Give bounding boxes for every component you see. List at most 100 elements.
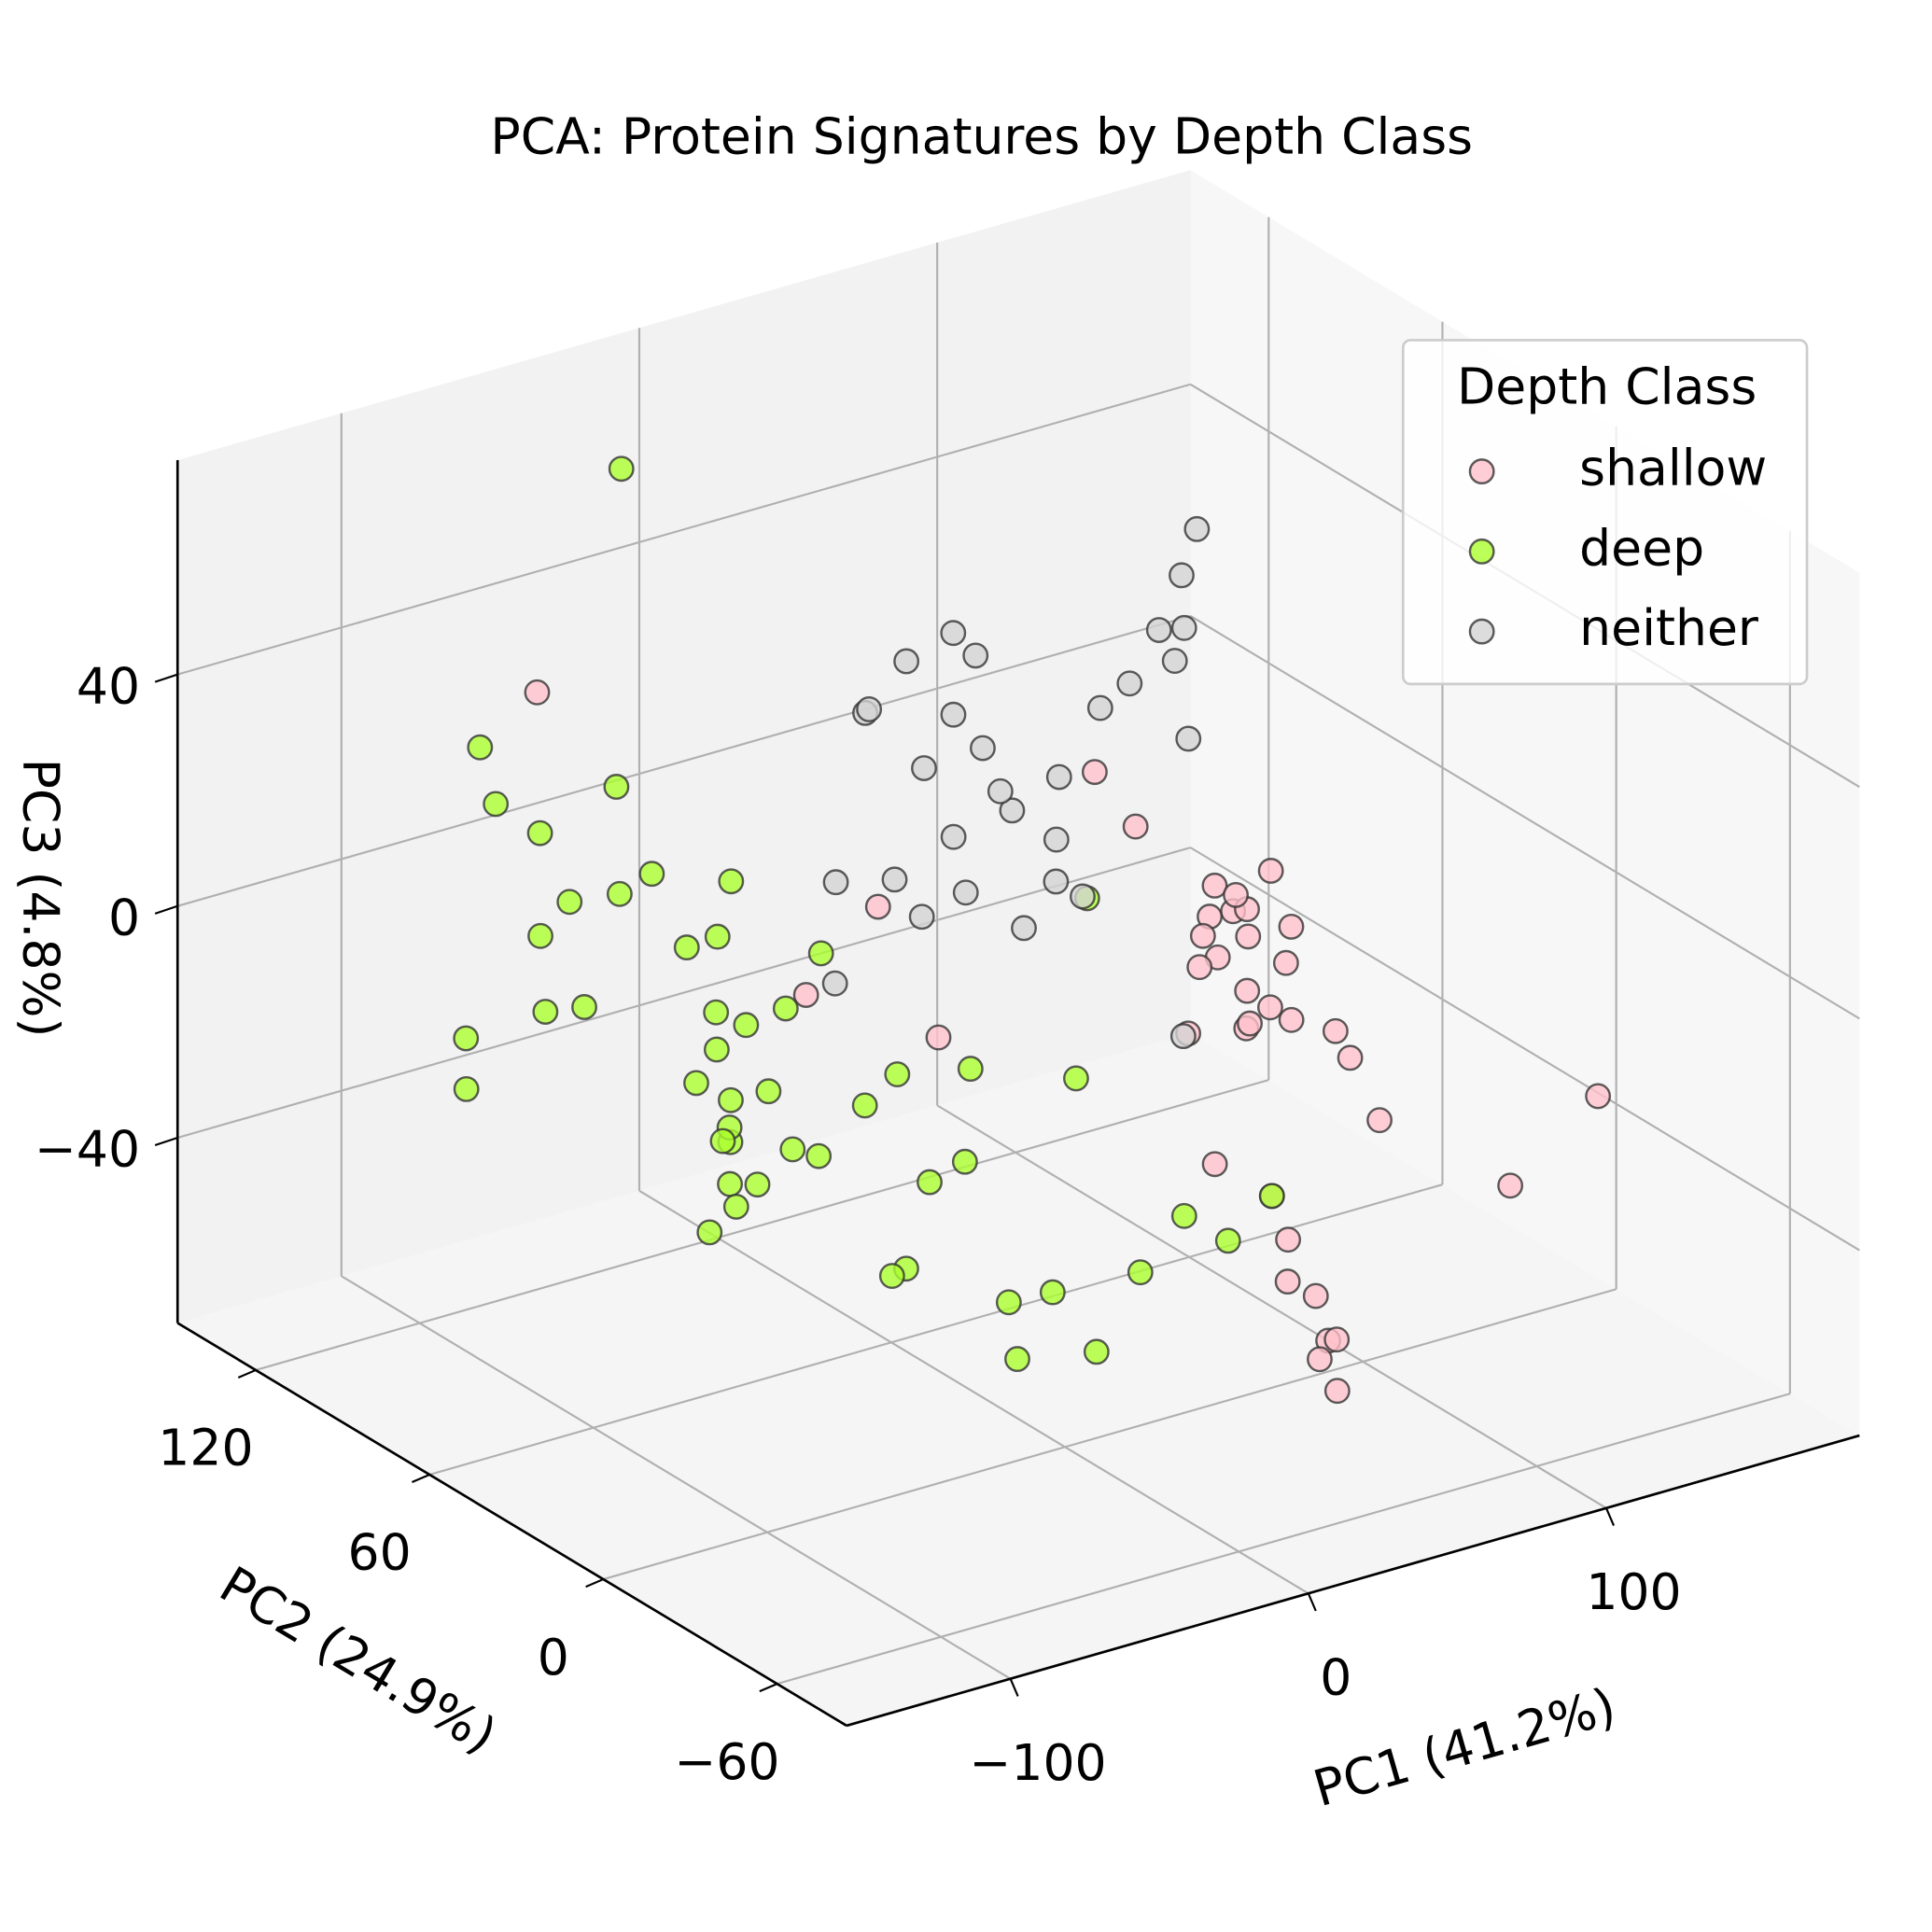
point bbox=[957, 1056, 984, 1083]
point bbox=[1039, 1279, 1066, 1306]
grid-line bbox=[176, 847, 1191, 1140]
point bbox=[1223, 881, 1249, 908]
x-tick-label: 0 bbox=[1320, 1648, 1351, 1707]
point bbox=[1322, 1017, 1349, 1044]
point bbox=[1258, 1183, 1285, 1210]
legend-label: neither bbox=[1579, 598, 1759, 657]
point bbox=[1278, 1006, 1305, 1033]
point bbox=[1169, 562, 1195, 589]
point bbox=[962, 642, 989, 669]
tick-mark bbox=[154, 904, 178, 915]
point bbox=[1081, 759, 1108, 786]
point bbox=[1337, 1044, 1364, 1071]
point bbox=[878, 1263, 905, 1289]
point bbox=[1083, 1338, 1110, 1365]
point bbox=[792, 982, 819, 1008]
point bbox=[1169, 1023, 1197, 1050]
x-axis bbox=[846, 1434, 1860, 1728]
legend-marker bbox=[1468, 458, 1495, 485]
grid-line bbox=[1189, 847, 1860, 1252]
point bbox=[744, 1171, 771, 1198]
point bbox=[1186, 954, 1213, 981]
point bbox=[864, 893, 891, 920]
point bbox=[1323, 1326, 1351, 1353]
point bbox=[718, 868, 745, 895]
point bbox=[1145, 617, 1172, 643]
z-tick-label: −40 bbox=[35, 1120, 140, 1179]
legend-marker bbox=[1468, 538, 1495, 565]
point bbox=[822, 869, 849, 896]
point bbox=[608, 455, 635, 483]
point bbox=[940, 701, 967, 728]
point bbox=[1043, 826, 1070, 853]
point bbox=[453, 1025, 480, 1052]
point bbox=[1323, 1378, 1351, 1405]
point bbox=[1201, 1151, 1228, 1178]
point bbox=[987, 777, 1014, 805]
point bbox=[703, 1036, 730, 1063]
legend: Depth Class shallow deep neither bbox=[1401, 339, 1809, 686]
tick-mark bbox=[1307, 1592, 1317, 1612]
y-tick-label: −60 bbox=[674, 1732, 779, 1791]
point bbox=[1585, 1083, 1612, 1110]
floor-pane bbox=[177, 1032, 1860, 1726]
point bbox=[704, 923, 731, 950]
point bbox=[683, 1070, 709, 1097]
point bbox=[1272, 949, 1299, 976]
point bbox=[673, 934, 700, 961]
point bbox=[940, 620, 967, 647]
point bbox=[940, 823, 967, 850]
point bbox=[1043, 868, 1070, 895]
point bbox=[453, 1075, 480, 1102]
point bbox=[717, 1170, 744, 1197]
point bbox=[1170, 1202, 1197, 1229]
point bbox=[603, 774, 630, 800]
point bbox=[733, 1012, 760, 1039]
point bbox=[1201, 872, 1228, 899]
x-tick-label: 100 bbox=[1586, 1562, 1681, 1621]
point bbox=[821, 970, 848, 997]
point bbox=[884, 1061, 911, 1087]
legend-label: shallow bbox=[1579, 439, 1767, 497]
point bbox=[722, 1193, 749, 1220]
point bbox=[556, 889, 583, 916]
point bbox=[1116, 670, 1143, 697]
grid-line bbox=[1189, 615, 1860, 1020]
y-tick-label: 0 bbox=[538, 1628, 569, 1687]
point bbox=[1127, 1259, 1154, 1286]
point bbox=[970, 735, 996, 762]
point bbox=[1257, 994, 1283, 1021]
point bbox=[1275, 1226, 1302, 1253]
grid-line bbox=[428, 1183, 1443, 1477]
point bbox=[1237, 1010, 1263, 1037]
tick-mark bbox=[1604, 1507, 1616, 1526]
point bbox=[532, 999, 559, 1025]
y-axis bbox=[176, 1322, 847, 1728]
point bbox=[1274, 1268, 1301, 1295]
grid-line bbox=[777, 1393, 1791, 1686]
x-tick-label: −100 bbox=[969, 1733, 1106, 1792]
point bbox=[1011, 915, 1037, 942]
point bbox=[1004, 1346, 1030, 1373]
point bbox=[881, 866, 908, 893]
point bbox=[807, 940, 834, 967]
grid-line bbox=[603, 1288, 1617, 1581]
point bbox=[995, 1289, 1022, 1316]
point bbox=[703, 999, 730, 1026]
point bbox=[1257, 858, 1284, 884]
point bbox=[805, 1142, 833, 1169]
z-tick-label: 0 bbox=[108, 889, 140, 947]
point bbox=[952, 879, 979, 906]
grid-line bbox=[255, 1079, 1269, 1371]
tick-mark bbox=[154, 1136, 178, 1147]
point bbox=[1045, 763, 1072, 791]
grid-line bbox=[176, 383, 1191, 676]
z-axis-label: PC3 (4.8%) bbox=[12, 759, 71, 1038]
point bbox=[1183, 515, 1211, 542]
point bbox=[1234, 977, 1261, 1004]
legend-box bbox=[1401, 339, 1809, 686]
point bbox=[1366, 1107, 1393, 1134]
tick-mark bbox=[759, 1683, 777, 1693]
grid-line bbox=[176, 614, 1191, 907]
point bbox=[1122, 813, 1149, 840]
